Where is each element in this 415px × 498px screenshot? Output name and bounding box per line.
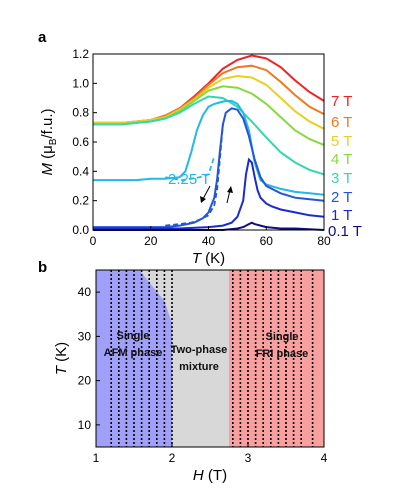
panel-b-chart: b Single AFM phase Two-phase mixture Single F… bbox=[38, 259, 328, 484]
region-label: Single bbox=[116, 330, 149, 342]
y-axis-label: M (μB/f.u.) bbox=[39, 109, 59, 176]
legend-label-4T: 4 T bbox=[331, 151, 352, 168]
x-tick-label: 40 bbox=[202, 234, 216, 248]
region-label: Single bbox=[265, 331, 298, 343]
region-label: mixture bbox=[179, 361, 219, 373]
x-axis-label: H (T) bbox=[193, 467, 227, 484]
dashed-branch-2.25T bbox=[165, 156, 216, 182]
x-tick-label: 0 bbox=[90, 234, 97, 248]
annotation-2.25T: 2.25 T bbox=[168, 171, 210, 188]
x-tick-label: 3 bbox=[245, 451, 252, 465]
x-tick-label: 80 bbox=[317, 234, 331, 248]
region-label: FRI phase bbox=[256, 348, 309, 360]
panel-b-axes: 1 2 3 4 10 20 30 40 H (T) T (K) bbox=[53, 269, 328, 484]
panel-a-chart: a 7 T 6 T 5 T4 T 3 T 2 T1 T0.1 T 0 20 40 60 80 0.… bbox=[38, 29, 362, 267]
panel-b-frame bbox=[95, 269, 325, 448]
legend-label-3T: 3 T bbox=[331, 170, 352, 187]
region-single-fri-phase bbox=[229, 270, 324, 447]
y-tick-label: 30 bbox=[78, 329, 92, 343]
legend-label-1T: 1 T bbox=[331, 207, 352, 224]
series-line-3T bbox=[93, 95, 325, 176]
y-tick-label: 40 bbox=[78, 285, 92, 299]
cooling-arrow bbox=[200, 185, 211, 203]
region-label: Two-phase bbox=[171, 344, 228, 356]
legend-label-0.1T: 0.1 T bbox=[328, 223, 362, 240]
x-tick-label: 20 bbox=[144, 234, 158, 248]
two-phase-wedge bbox=[139, 270, 229, 324]
x-tick-label: 4 bbox=[321, 451, 328, 465]
x-axis-label: T (K) bbox=[192, 250, 225, 267]
y-tick-label: 0.8 bbox=[72, 106, 89, 120]
y-tick-label: 20 bbox=[78, 374, 92, 388]
phase-regions bbox=[96, 270, 324, 447]
panel-a-axes: 0 20 40 60 80 0.0 0.2 0.4 0.6 0.8 1.0 1.2 T (K) M (μB… bbox=[39, 47, 331, 267]
series-line-2T bbox=[93, 107, 325, 229]
y-tick-label: 1.2 bbox=[72, 47, 89, 61]
y-tick-label: 0.6 bbox=[72, 135, 89, 149]
dashed-branch-2T bbox=[165, 124, 224, 227]
two-phase-wedge-right bbox=[181, 270, 229, 324]
y-tick-label: 0.0 bbox=[72, 223, 89, 237]
legend-label-6T: 6 T bbox=[331, 114, 352, 131]
y-tick-label: 0.2 bbox=[72, 194, 89, 208]
y-axis-label: T (K) bbox=[53, 342, 70, 375]
warming-arrow bbox=[226, 186, 233, 204]
phase-labels: Single AFM phase Two-phase mixture Single FRI… bbox=[104, 330, 309, 373]
x-tick-label: 1 bbox=[93, 451, 100, 465]
panel-a-legend: 7 T 6 T 5 T4 T 3 T 2 T1 T0.1 T bbox=[328, 93, 362, 240]
region-label: AFM phase bbox=[104, 347, 163, 359]
series-line-1T bbox=[93, 157, 325, 230]
y-tick-label: 10 bbox=[78, 418, 92, 432]
y-tick-label: 0.4 bbox=[72, 164, 89, 178]
panel-a-series-group bbox=[93, 54, 325, 231]
panel-b-label: b bbox=[38, 259, 47, 276]
legend-label-5T: 5 T bbox=[331, 133, 352, 150]
series-line-4T bbox=[93, 85, 325, 146]
legend-label-7T: 7 T bbox=[331, 93, 352, 110]
y-tick-label: 1.0 bbox=[72, 76, 89, 90]
x-tick-label: 60 bbox=[260, 234, 274, 248]
panel-a-label: a bbox=[38, 29, 47, 46]
legend-label-2T: 2 T bbox=[331, 189, 352, 206]
transition-lines bbox=[110, 270, 314, 447]
series-line-5T bbox=[93, 74, 325, 130]
x-tick-label: 2 bbox=[169, 451, 176, 465]
panel-a-frame bbox=[92, 53, 325, 231]
